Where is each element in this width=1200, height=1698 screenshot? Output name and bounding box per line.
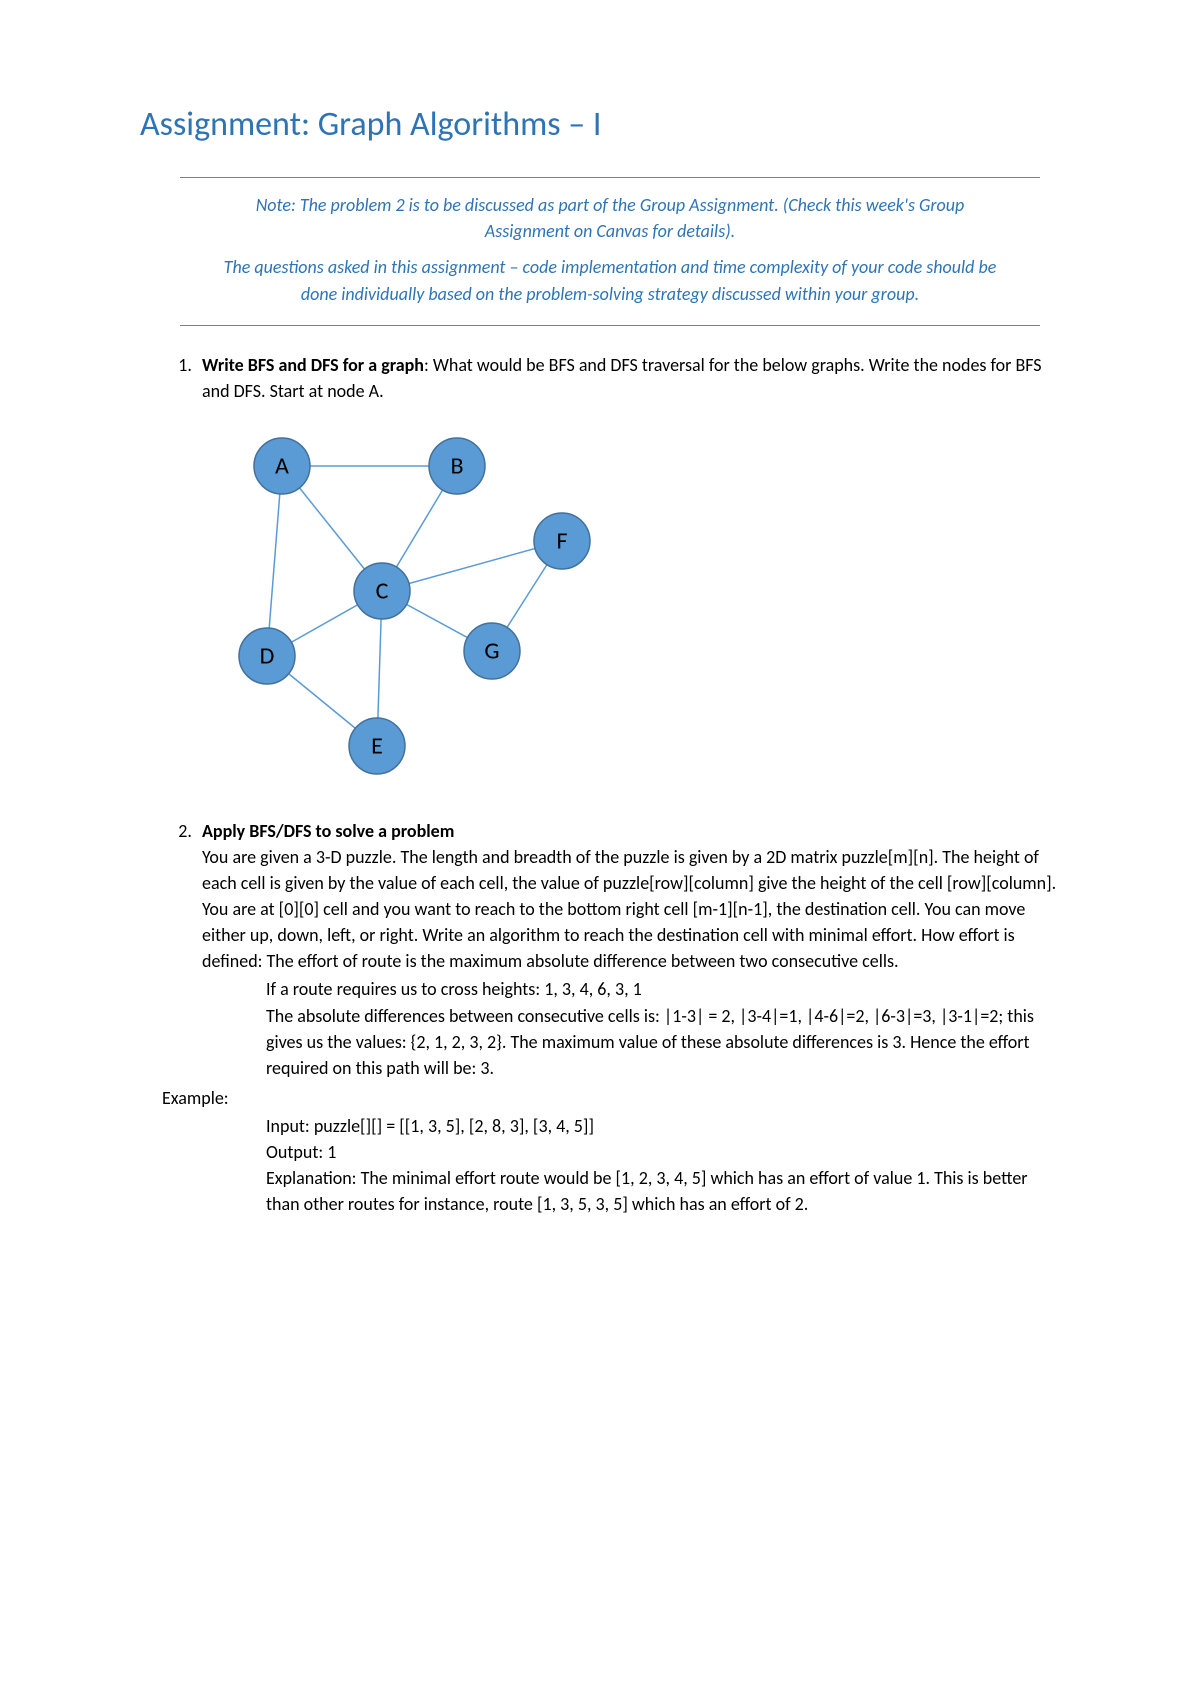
graph-node-g: G [464,623,520,679]
svg-text:D: D [260,641,275,670]
graph-node-c: C [354,563,410,619]
question-list: Write BFS and DFS for a graph: What woul… [140,352,1060,1218]
q2-detail-1: If a route requires us to cross heights:… [266,976,1060,1002]
graph-node-a: A [254,438,310,494]
graph-node-e: E [349,718,405,774]
graph-figure: A B C D E F G [202,426,1060,796]
svg-text:G: G [484,636,499,665]
example-explain: Explanation: The minimal effort route wo… [266,1165,1060,1217]
q2-body: You are given a 3-D puzzle. The length a… [202,844,1060,974]
note-paragraph-2: The questions asked in this assignment –… [220,254,1000,306]
q2-detail-2: The absolute differences between consecu… [266,1003,1060,1081]
note-block: Note: The problem 2 is to be discussed a… [180,177,1040,325]
note-paragraph-1: Note: The problem 2 is to be discussed a… [220,192,1000,244]
svg-text:F: F [556,526,567,555]
example-output: Output: 1 [266,1139,1060,1165]
graph-node-b: B [429,438,485,494]
q1-heading: Write BFS and DFS for a graph [202,354,424,376]
example-input: Input: puzzle[][] = [[1, 3, 5], [2, 8, 3… [266,1113,1060,1139]
example-label: Example: [162,1085,1060,1111]
graph-node-f: F [534,513,590,569]
question-2: Apply BFS/DFS to solve a problem You are… [196,818,1060,1217]
svg-text:C: C [376,576,389,605]
question-1: Write BFS and DFS for a graph: What woul… [196,352,1060,796]
page-title: Assignment: Graph Algorithms – I [140,100,1060,149]
q2-heading: Apply BFS/DFS to solve a problem [202,820,454,842]
graph-node-d: D [239,628,295,684]
svg-text:B: B [450,451,463,480]
graph-svg: A B C D E F G [202,426,632,796]
svg-text:A: A [275,451,289,480]
svg-text:E: E [371,731,383,760]
